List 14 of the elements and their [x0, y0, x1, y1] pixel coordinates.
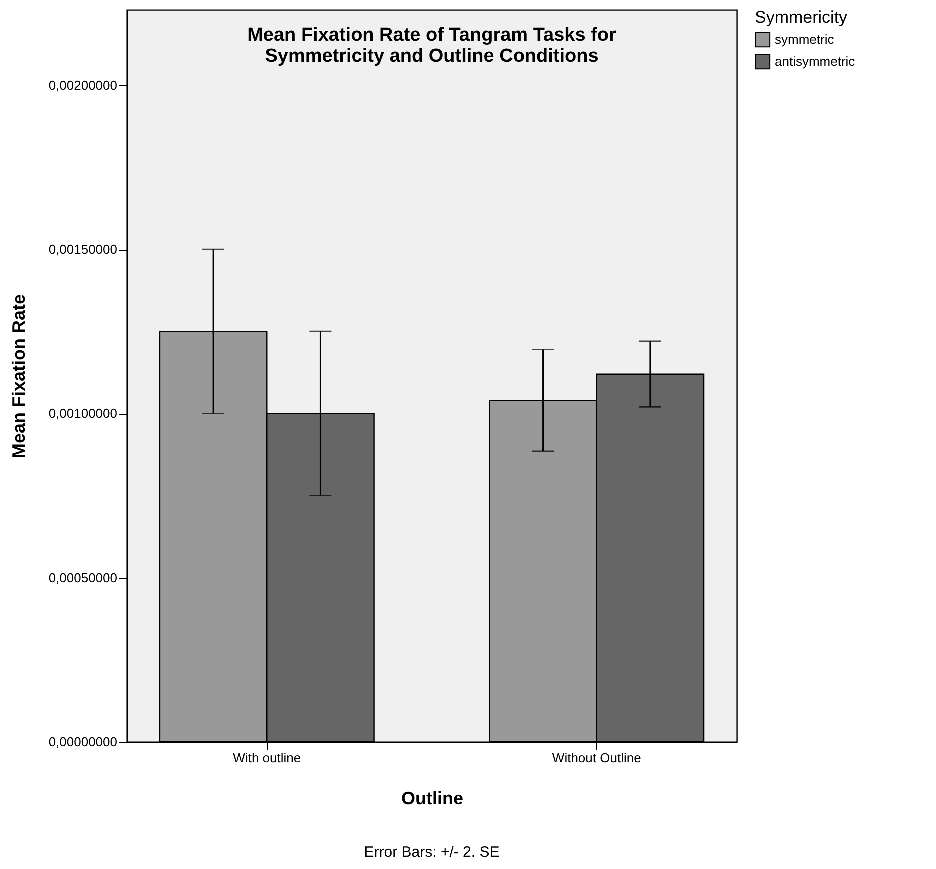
legend-label: symmetric: [775, 32, 835, 47]
y-tick-label: 0,00200000: [48, 78, 118, 93]
y-tick-label: 0,00150000: [48, 242, 118, 258]
y-tick-label: 0,00100000: [48, 406, 118, 422]
text: Error Bars: +/- 2. SE: [364, 844, 500, 861]
text: Mean Fixation Rate of Tangram Tasks for Symmetricity and Outline Conditions: [248, 25, 618, 67]
y-tick-label: 0,00050000: [48, 570, 118, 586]
x-tick-label: With outline: [233, 750, 302, 766]
x-axis-title: Outline: [402, 788, 464, 808]
legend-title: Symmericity: [755, 8, 848, 27]
y-tick-label: 0,00000000: [48, 734, 118, 750]
x-tick-label: Without Outline: [552, 750, 642, 766]
y-axis-title: Mean Fixation Rate: [8, 294, 29, 459]
legend-label: antisymmetric: [775, 54, 856, 69]
